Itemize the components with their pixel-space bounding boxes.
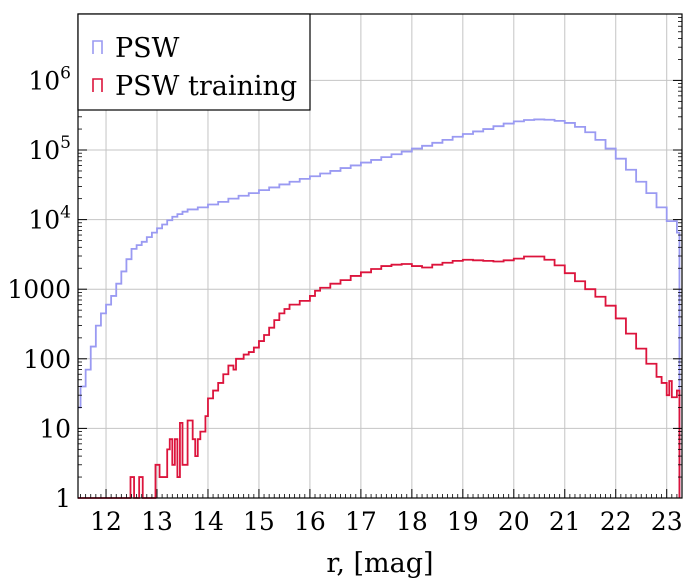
grid — [78, 14, 682, 498]
series-layer — [78, 118, 681, 499]
y-tick-label: 1000 — [7, 275, 71, 304]
x-tick-label: 15 — [243, 507, 275, 536]
x-axis-label: r, [mag] — [326, 548, 433, 579]
legend-label-psw: PSW — [115, 33, 180, 64]
y-tick-label: 106 — [28, 63, 71, 95]
x-tick-label: 23 — [651, 507, 683, 536]
legend-item-psw-training: PSW training — [92, 71, 297, 102]
x-tick-label: 16 — [294, 507, 326, 536]
series-psw — [78, 118, 681, 498]
legend-item-psw: PSW — [92, 33, 180, 64]
legend: PSW PSW training — [77, 13, 311, 111]
x-tick-label: 19 — [447, 507, 479, 536]
x-tick-label: 22 — [600, 507, 632, 536]
x-tick-label: 13 — [141, 507, 173, 536]
x-tick-label: 14 — [192, 507, 224, 536]
y-tick-label: 105 — [28, 133, 71, 165]
legend-marker-psw — [92, 40, 103, 54]
x-tick-label: 18 — [396, 507, 428, 536]
x-tick-label: 21 — [549, 507, 581, 536]
series-psw-training — [78, 255, 681, 499]
x-tick-label: 20 — [498, 507, 530, 536]
legend-box — [77, 13, 311, 111]
y-tick-label: 104 — [28, 203, 71, 235]
y-tick-label: 10 — [39, 414, 71, 443]
x-tick-label: 12 — [90, 507, 122, 536]
y-tick-label: 1 — [55, 484, 71, 513]
x-axis: 12 13 14 15 16 17 18 19 20 21 22 23 — [80, 489, 683, 536]
y-tick-label: 100 — [23, 345, 71, 374]
legend-marker-psw-training — [92, 78, 103, 92]
x-tick-label: 17 — [345, 507, 377, 536]
legend-label-psw-training: PSW training — [115, 71, 297, 102]
